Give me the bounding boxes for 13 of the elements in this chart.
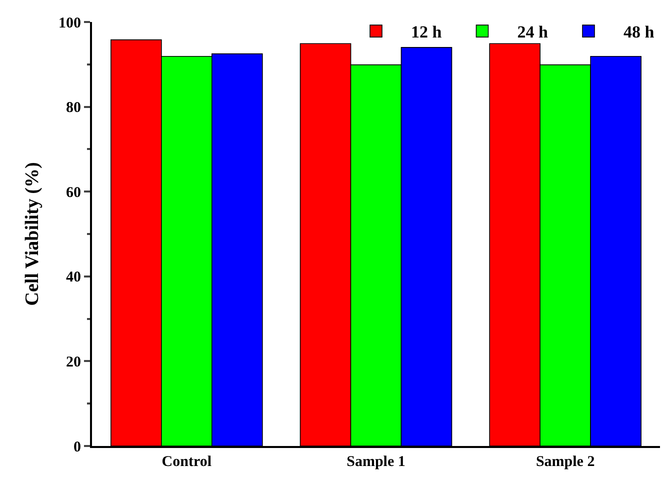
legend-label: 12 h [411,22,442,42]
legend-label: 48 h [624,22,655,42]
x-tick-label: Control [162,454,212,470]
y-tick-label: 0 [74,439,81,456]
legend-label: 24 h [517,22,548,42]
y-tick-label: 80 [66,100,81,116]
y-tick-label: 60 [66,184,81,201]
x-tick-label: Sample 2 [536,454,595,470]
y-axis-title: Cell Viability (%) [22,162,43,306]
y-tick-label: 40 [66,270,81,286]
y-tick-label: 100 [58,15,81,32]
x-tick-label: Sample 1 [346,454,406,470]
y-tick-label: 20 [66,354,81,370]
